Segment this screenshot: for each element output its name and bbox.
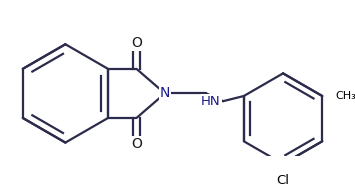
Text: N: N [160, 86, 170, 100]
Text: O: O [131, 36, 142, 50]
Text: O: O [131, 137, 142, 151]
Text: HN: HN [201, 95, 220, 108]
Text: CH₃: CH₃ [335, 91, 355, 101]
Text: Cl: Cl [277, 174, 290, 187]
